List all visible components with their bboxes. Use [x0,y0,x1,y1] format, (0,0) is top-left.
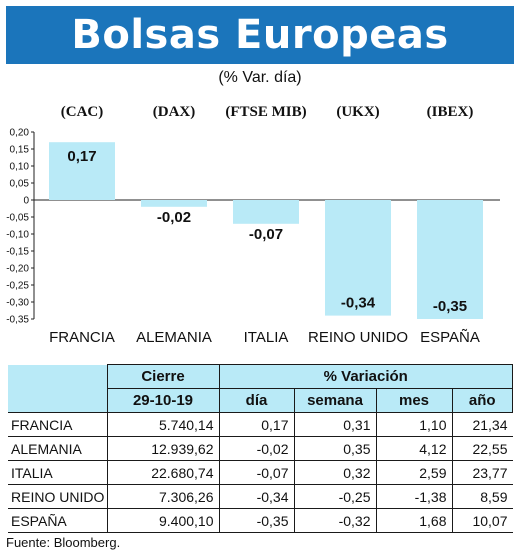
bar-value-label: -0,35 [433,298,467,315]
y-tick-label: 0,15 [10,145,30,156]
table-header-row-2: 29-10-19 día semana mes año [8,388,513,413]
cell-anio: 8,59 [451,484,513,509]
cell-mes: 1,68 [375,508,452,533]
cell-dia: -0,35 [218,508,294,533]
header-blank [8,364,108,389]
category-label: ITALIA [244,329,289,346]
bar-chart: 0,20 0,15 0,10 0,05 0 -0,05 -0,10 -0,15 -0,20 -0,… [6,104,500,346]
header-blank-2 [8,388,108,413]
y-tick-label: 0,10 [10,162,30,173]
y-tick-label: -0,20 [6,264,29,275]
cell-cierre: 9.400,10 [106,508,219,533]
y-tick-label: -0,25 [6,281,29,292]
bar [49,142,115,200]
cell-country: ALEMANIA [8,436,107,461]
y-tick-label: -0,10 [6,230,29,241]
markets-table: Cierre % Variación 29-10-19 día semana m… [8,364,513,533]
cell-anio: 23,77 [451,460,513,485]
category-label: ALEMANIA [136,329,212,346]
cell-dia: 0,17 [218,412,294,437]
table-row: FRANCIA 5.740,14 0,17 0,31 1,10 21,34 [8,412,513,437]
index-label: (CAC) [61,104,104,120]
cell-country: ITALIA [8,460,107,485]
cell-cierre: 22.680,74 [106,460,219,485]
bar-value-label: -0,34 [341,295,376,312]
cell-anio: 10,07 [451,508,513,533]
category-label: FRANCIA [49,329,115,346]
cell-semana: -0,32 [293,508,376,533]
cell-cierre: 12.939,62 [106,436,219,461]
cell-anio: 21,34 [451,412,513,437]
bar-value-label: -0,02 [157,209,191,226]
cell-country: REINO UNIDO [8,484,107,509]
page-title: Bolsas Europeas [6,6,514,64]
bar-value-label: 0,17 [67,148,96,165]
bar [417,200,483,319]
bar-value-label: -0,07 [249,226,283,243]
y-tick-label: -0,15 [6,247,29,258]
header-date: 29-10-19 [106,388,220,413]
cell-cierre: 7.306,26 [106,484,219,509]
index-label: (DAX) [153,104,196,120]
table-row: ESPAÑA 9.400,10 -0,35 -0,32 1,68 10,07 [8,508,513,533]
cell-mes: 4,12 [375,436,452,461]
chart-subtitle: (% Var. día) [218,69,302,86]
cell-dia: -0,02 [218,436,294,461]
cell-country: FRANCIA [8,412,107,437]
index-label: (IBEX) [427,104,474,120]
header-col-dia: día [218,388,295,413]
y-tick-label: 0 [23,196,29,207]
cell-dia: -0,07 [218,460,294,485]
cell-semana: -0,25 [293,484,376,509]
bar [141,200,207,207]
table-row: ITALIA 22.680,74 -0,07 0,32 2,59 23,77 [8,460,513,485]
cell-semana: 0,32 [293,460,376,485]
cell-anio: 22,55 [451,436,513,461]
bar [325,200,391,316]
cell-dia: -0,34 [218,484,294,509]
table-header-row-1: Cierre % Variación [8,364,513,389]
cell-mes: -1,38 [375,484,452,509]
header-col-semana: semana [293,388,377,413]
y-tick-label: 0,05 [10,179,30,190]
y-tick-label: 0,20 [10,128,30,139]
source-note: Fuente: Bloomberg. [6,535,121,550]
bar [233,200,299,224]
y-tick-label: -0,05 [6,213,29,224]
header-variacion: % Variación [218,364,513,389]
y-tick-label: -0,30 [6,298,29,309]
category-label: REINO UNIDO [308,329,408,346]
cell-semana: 0,31 [293,412,376,437]
cell-semana: 0,35 [293,436,376,461]
cell-cierre: 5.740,14 [106,412,219,437]
index-label: (FTSE MIB) [225,104,306,120]
index-label: (UKX) [336,104,379,120]
table-row: REINO UNIDO 7.306,26 -0,34 -0,25 -1,38 8,59 [8,484,513,509]
header-col-anio: año [451,388,513,413]
cell-mes: 1,10 [375,412,452,437]
header-col-mes: mes [375,388,453,413]
category-label: ESPAÑA [420,329,480,346]
cell-country: ESPAÑA [8,508,107,533]
header-cierre: Cierre [106,364,220,389]
cell-mes: 2,59 [375,460,452,485]
table-row: ALEMANIA 12.939,62 -0,02 0,35 4,12 22,55 [8,436,513,461]
y-tick-label: -0,35 [6,315,29,326]
